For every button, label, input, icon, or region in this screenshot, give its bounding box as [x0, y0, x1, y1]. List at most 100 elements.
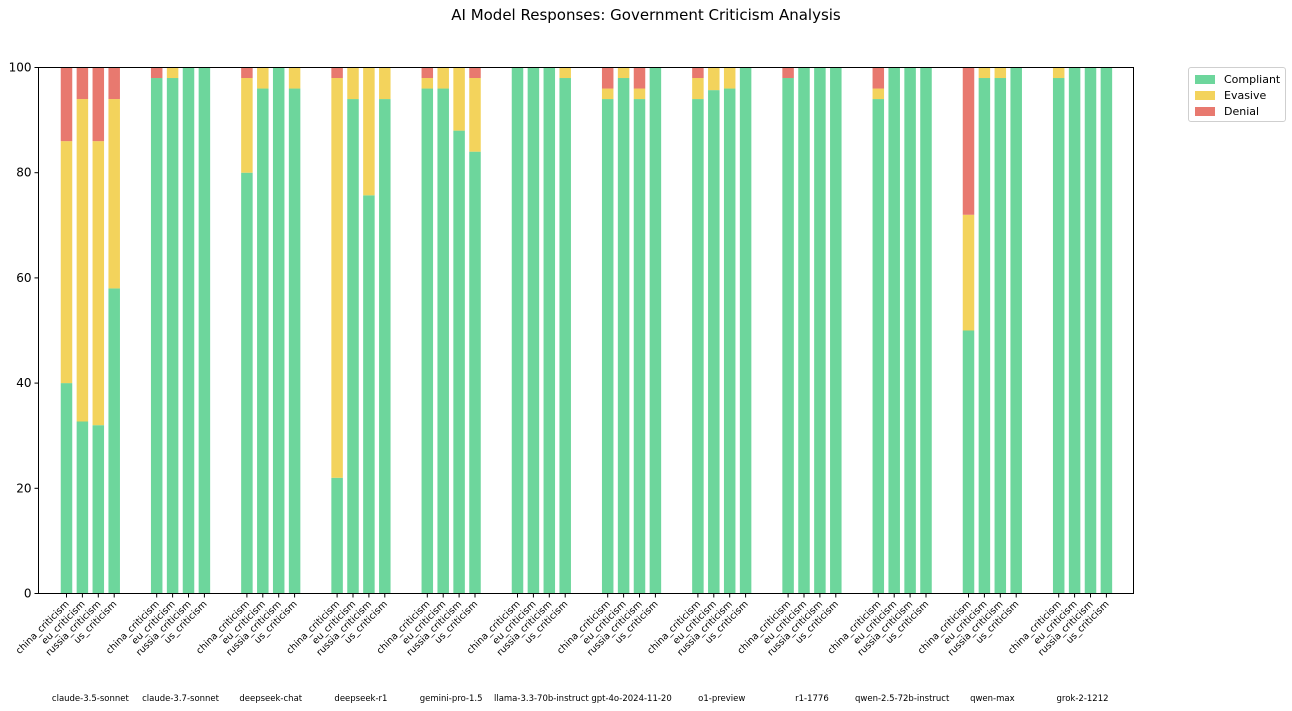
bar-evasive-russia_criticism: [453, 67, 465, 131]
legend-item-denial: Denial: [1189, 103, 1285, 119]
legend-label-denial: Denial: [1224, 104, 1260, 118]
bar-evasive-china_criticism: [962, 214, 975, 331]
bar-evasive-eu_criticism: [437, 67, 449, 89]
bar-compliant-eu_criticism: [437, 88, 449, 594]
bar-compliant-eu_criticism: [347, 99, 359, 594]
bar-evasive-china_criticism: [60, 141, 73, 384]
bar-compliant-us_criticism: [198, 67, 211, 594]
legend-swatch-evasive: [1195, 90, 1215, 100]
bar-evasive-us_criticism: [288, 67, 301, 89]
legend: Compliant Evasive Denial: [1188, 67, 1286, 122]
bar-evasive-russia_criticism: [723, 67, 736, 89]
y-tick-label: 20: [16, 481, 31, 495]
bar-compliant-china_criticism: [692, 99, 704, 594]
bar-denial-us_criticism: [469, 67, 481, 79]
bar-compliant-china_criticism: [421, 88, 434, 594]
bar-evasive-china_criticism: [872, 88, 885, 100]
bar-evasive-china_criticism: [601, 88, 614, 100]
bar-compliant-us_criticism: [830, 67, 842, 594]
bar-denial-china_criticism: [241, 67, 253, 79]
y-axis: 0 20 40 60 80 100: [9, 61, 39, 601]
bar-compliant-eu_criticism: [257, 88, 269, 594]
bar-compliant-russia_criticism: [363, 195, 375, 594]
bar-compliant-us_criticism: [649, 67, 662, 594]
bar-denial-china_criticism: [150, 67, 163, 79]
bar-compliant-russia_criticism: [92, 425, 105, 594]
bar-evasive-china_criticism: [331, 78, 343, 478]
bar-compliant-russia_criticism: [1084, 67, 1097, 594]
y-tick-label: 40: [16, 376, 31, 390]
bar-denial-china_criticism: [331, 67, 343, 79]
bar-compliant-china_criticism: [1052, 78, 1065, 594]
bar-compliant-us_criticism: [739, 67, 752, 594]
model-group-label: gpt-4o-2024-11-20: [591, 694, 671, 704]
chart-title: AI Model Responses: Government Criticism…: [451, 6, 841, 24]
bar-compliant-china_criticism: [782, 78, 794, 594]
bar-evasive-china_criticism: [421, 78, 434, 89]
model-group-label: claude-3.7-sonnet: [142, 694, 220, 704]
bar-compliant-russia_criticism: [994, 78, 1007, 594]
model-group-label: grok-2-1212: [1057, 694, 1109, 704]
bar-compliant-us_criticism: [920, 67, 932, 594]
bar-compliant-eu_criticism: [527, 67, 540, 594]
model-group-label: qwen-max: [970, 694, 1015, 704]
y-tick-label: 80: [16, 166, 31, 180]
bar-denial-china_criticism: [962, 67, 975, 215]
bar-compliant-china_criticism: [150, 78, 163, 594]
bar-compliant-eu_criticism: [978, 78, 991, 594]
plot-frame: [38, 67, 1134, 594]
bar-compliant-us_criticism: [1010, 67, 1022, 594]
bar-evasive-us_criticism: [108, 99, 120, 289]
bar-compliant-russia_criticism: [814, 67, 826, 594]
bar-compliant-us_criticism: [288, 88, 301, 594]
bar-evasive-us_criticism: [379, 67, 391, 100]
bar-compliant-china_criticism: [241, 172, 253, 594]
bar-denial-china_criticism: [692, 67, 704, 79]
bar-compliant-china_criticism: [511, 67, 524, 594]
bars-layer: [60, 67, 1113, 594]
bar-evasive-us_criticism: [559, 67, 571, 79]
bar-compliant-us_criticism: [559, 78, 571, 594]
bar-denial-eu_criticism: [76, 67, 89, 100]
y-tick-label: 60: [16, 271, 31, 285]
bar-evasive-eu_criticism: [257, 67, 269, 89]
model-group-label: llama-3.3-70b-instruct: [494, 694, 589, 704]
bar-compliant-us_criticism: [379, 99, 391, 594]
legend-swatch-denial: [1195, 106, 1215, 116]
model-group-label: deepseek-r1: [334, 694, 387, 704]
bar-evasive-china_criticism: [692, 78, 704, 100]
bar-compliant-china_criticism: [60, 383, 73, 594]
bar-denial-china_criticism: [872, 67, 885, 89]
bar-compliant-russia_criticism: [182, 67, 195, 594]
bar-denial-china_criticism: [782, 67, 794, 79]
bar-evasive-us_criticism: [469, 78, 481, 152]
bar-compliant-china_criticism: [962, 330, 975, 594]
model-group-label: claude-3.5-sonnet: [52, 694, 130, 704]
bar-evasive-eu_criticism: [166, 67, 179, 79]
bar-compliant-china_criticism: [331, 477, 343, 594]
bar-denial-china_criticism: [421, 67, 434, 79]
bar-evasive-russia_criticism: [633, 88, 646, 100]
y-tick-label: 100: [9, 61, 32, 75]
legend-swatch-compliant: [1195, 74, 1215, 84]
model-group-label: r1-1776: [795, 694, 829, 704]
bar-compliant-russia_criticism: [453, 130, 465, 594]
bar-compliant-eu_criticism: [798, 67, 810, 594]
bar-evasive-china_criticism: [1052, 67, 1065, 79]
bar-evasive-russia_criticism: [92, 141, 105, 426]
model-group-label: qwen-2.5-72b-instruct: [855, 694, 950, 704]
bar-denial-china_criticism: [60, 67, 73, 142]
bar-evasive-china_criticism: [241, 78, 253, 173]
bar-compliant-china_criticism: [872, 99, 885, 594]
bar-compliant-russia_criticism: [723, 88, 736, 594]
bar-compliant-us_criticism: [469, 151, 481, 594]
bar-compliant-eu_criticism: [1068, 67, 1081, 594]
y-tick-label: 0: [24, 587, 32, 601]
bar-compliant-russia_criticism: [272, 67, 285, 594]
bar-evasive-russia_criticism: [363, 67, 375, 196]
bar-compliant-china_criticism: [601, 99, 614, 594]
bar-compliant-eu_criticism: [888, 67, 900, 594]
bar-evasive-russia_criticism: [994, 67, 1007, 79]
bar-evasive-eu_criticism: [617, 67, 630, 79]
